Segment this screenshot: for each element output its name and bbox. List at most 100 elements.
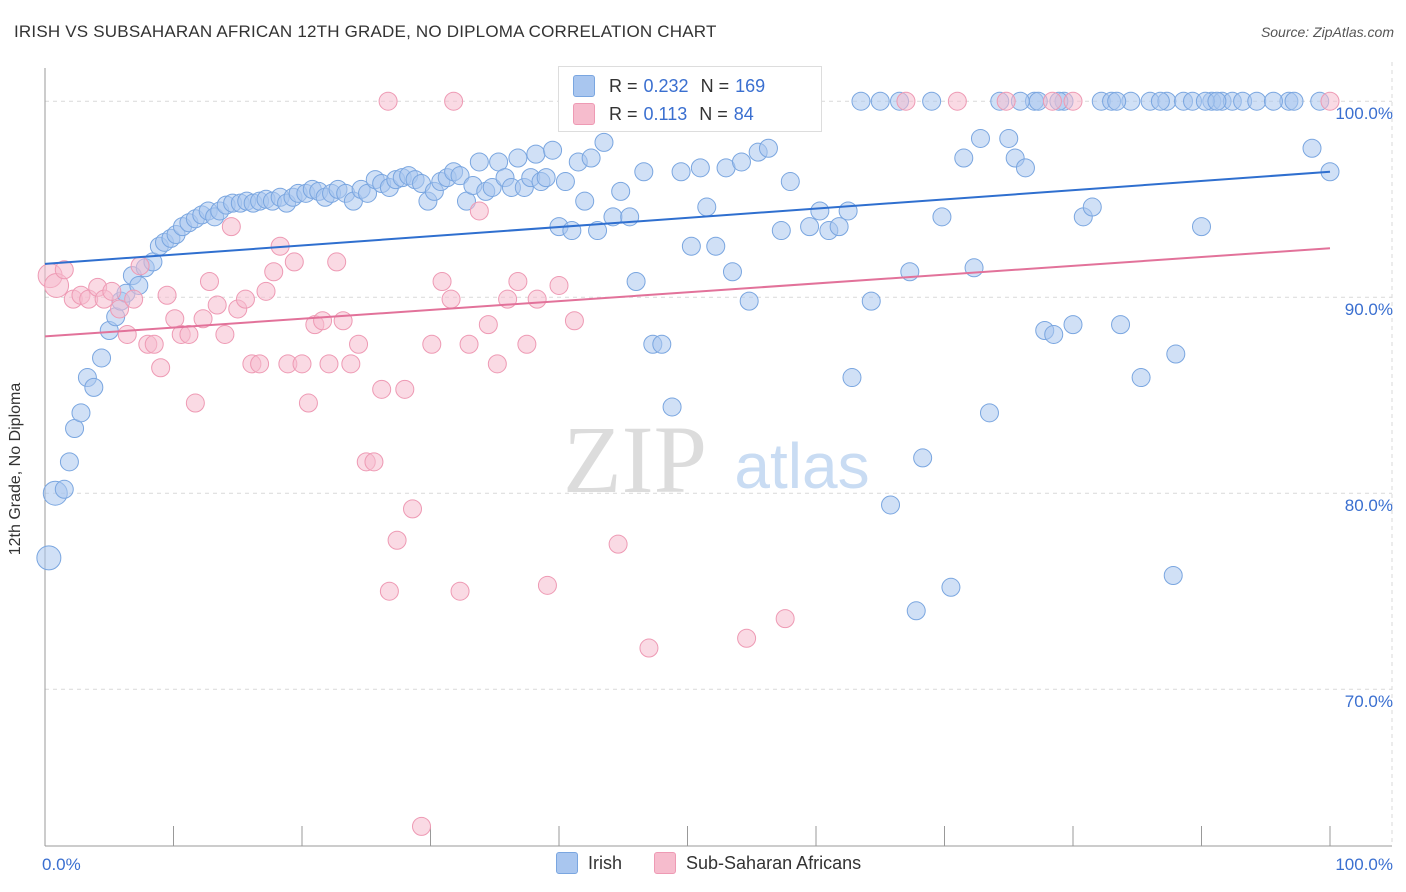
african-point [896,91,916,111]
african-point [1063,91,1083,111]
irish-point [1131,368,1151,388]
african-point [102,281,122,301]
irish-point [450,166,470,186]
irish-point [941,577,961,597]
african-point [284,252,304,272]
african-point [737,628,757,648]
irish-point [1247,91,1267,111]
african-point [527,289,547,309]
african-point [372,379,392,399]
african-point [478,315,498,335]
african-point [775,609,795,629]
irish-point [1284,91,1304,111]
african-point [264,262,284,282]
african-point [608,534,628,554]
legend-n-label-africans: N = [699,103,728,124]
irish-point [697,197,717,217]
trend-layer [44,170,1331,338]
african-point [193,309,213,329]
african-point [185,393,205,413]
african-point [256,281,276,301]
irish-point [1207,91,1227,111]
irish-point [671,162,691,182]
african-point [221,217,241,237]
irish-point [851,91,871,111]
african-point [117,324,137,344]
irish-point [59,452,79,472]
african-point [124,289,144,309]
irish-point [84,377,104,397]
african-point [157,285,177,305]
irish-point [979,403,999,423]
african-point [349,334,369,354]
legend-r-label-africans: R = [609,103,638,124]
legend-r-value-africans: 0.113 [643,103,688,124]
irish-point [71,403,91,423]
irish-point [881,495,901,515]
irish-point [1166,344,1186,364]
african-point [179,324,199,344]
watermark-atlas: atlas [734,430,869,502]
legend-n-label-irish: N = [700,75,730,96]
irish-point [1263,91,1283,111]
african-point [199,272,219,292]
irish-point [964,258,984,278]
irish-point [771,221,791,241]
african-point [517,334,537,354]
grid-layer [45,62,1393,846]
chart-source: Source: ZipAtlas.com [1260,24,1394,40]
irish-point [54,479,74,499]
y-tick-label: 80.0% [1345,496,1393,515]
irish-point [861,291,881,311]
irish-point [870,91,890,111]
watermark-zip: ZIP [563,406,707,513]
irish-point [932,207,952,227]
african-point [537,575,557,595]
irish-point [482,177,502,197]
irish-point [634,162,654,182]
irish-point [999,128,1019,148]
legend-swatch-africans [573,103,595,125]
legend-r-value-irish: 0.232 [643,75,689,96]
african-point [487,354,507,374]
irish-point [1082,197,1102,217]
legend-r-label-irish: R = [609,75,638,96]
series-legend-africans[interactable]: Sub-Saharan Africans [654,852,861,874]
african-point [395,379,415,399]
african-point [1320,91,1340,111]
african-point [319,354,339,374]
series-legend-irish[interactable]: Irish [556,852,622,874]
y-tick-label: 90.0% [1345,300,1393,319]
african-point [459,334,479,354]
tick-label-layer: 100.0% 90.0% 80.0% 70.0% 0.0% 100.0% [42,104,1393,874]
irish-point [611,181,631,201]
y-tick-label: 100.0% [1335,104,1393,123]
irish-point [92,348,112,368]
y-tick-label: 70.0% [1345,692,1393,711]
legend-n-value-irish: 169 [735,75,766,96]
irish-point [706,236,726,256]
african-point [403,499,423,519]
irish-point [913,448,933,468]
african-point [564,311,584,331]
watermark: ZIP atlas [563,406,870,513]
irish-point [739,291,759,311]
african-point [450,581,470,601]
irish-point [1111,315,1131,335]
stats-legend: R = 0.232 N = 169 R = 0.113 N = 84 [558,66,822,132]
african-point [130,256,150,276]
legend-row-irish: R = 0.232 N = 169 [573,73,777,99]
irish-point [575,191,595,211]
irish-point [1150,91,1170,111]
african-point [444,91,464,111]
african-point [387,530,407,550]
irish-point [1044,324,1064,344]
african-point [110,299,130,319]
irish-point [555,172,575,192]
african-point [215,324,235,344]
african-point [341,354,361,374]
irish-point [758,138,778,158]
irish-point [731,152,751,172]
african-point [639,638,659,658]
